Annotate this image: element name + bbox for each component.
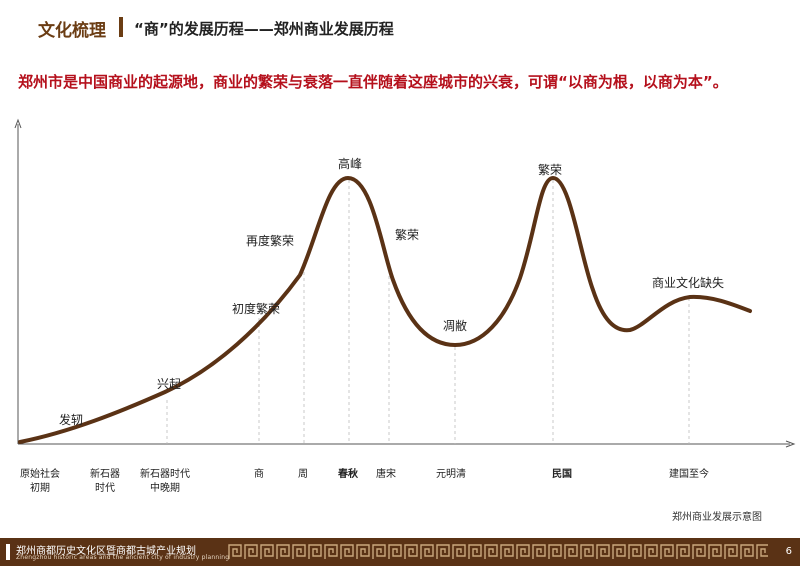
footer-pattern-motif	[724, 544, 738, 559]
period-label-xinshiqi-late: 新石器时代	[140, 467, 190, 480]
headline-statement: 郑州市是中国商业的起源地，商业的繁荣与衰落一直伴随着这座城市的兴衰，可谓“以商为…	[18, 73, 728, 91]
development-curve	[18, 175, 752, 444]
footer-pattern-motif	[628, 544, 642, 559]
stage-label-fanrong1: 繁荣	[538, 162, 562, 177]
footer-pattern-motif	[516, 544, 530, 559]
period-label-xinshiqi-line2: 时代	[95, 482, 115, 494]
diagram-caption: 郑州商业发展示意图	[672, 512, 762, 523]
footer-pattern-motif	[372, 544, 386, 559]
footer-pattern-motif	[388, 544, 402, 559]
footer-pattern-motif	[228, 544, 242, 559]
period-label-xinshiqi: 新石器	[90, 467, 120, 480]
footer-pattern-motif	[612, 544, 626, 559]
footer-pattern-motif	[500, 544, 514, 559]
footer-pattern-motif	[532, 544, 546, 559]
footer-pattern-motif	[708, 544, 722, 559]
section-title: 文化梳理	[38, 21, 106, 41]
period-label-yuanmingqing: 元明清	[436, 467, 466, 480]
footer-pattern-motif	[324, 544, 338, 559]
stage-label-zaidu: 再度繁荣	[246, 233, 294, 248]
period-label-zhou: 周	[298, 468, 308, 480]
footer-pattern-motif	[740, 544, 754, 559]
stage-label-queshi: 商业文化缺失	[652, 275, 724, 290]
period-label-xinshiqi-late-line2: 中晚期	[150, 481, 180, 494]
footer-pattern-motif	[676, 544, 690, 559]
footer-pattern-motif	[292, 544, 306, 559]
stage-label-chudu: 初度繁荣	[232, 301, 280, 316]
stage-label-gaofeng: 高峰	[338, 156, 362, 171]
period-label-yuanshi-line2: 初期	[30, 481, 50, 494]
footer-pattern	[228, 544, 768, 559]
period-label-shang: 商	[254, 467, 264, 480]
stage-label-diaobi: 凋敝	[443, 318, 467, 333]
footer-pattern-motif	[276, 544, 290, 559]
period-label-chunqiu: 春秋	[338, 467, 359, 480]
footer-pattern-motif	[644, 544, 658, 559]
footer-pattern-motif	[340, 544, 354, 559]
title-divider	[119, 17, 123, 37]
x-axis-arrow	[785, 440, 796, 448]
page-subtitle: “商”的发展历程——郑州商业发展历程	[134, 20, 394, 38]
footer-pattern-motif	[580, 544, 594, 559]
footer-pattern-motif	[356, 544, 370, 559]
footer-pattern-motif	[548, 544, 562, 559]
footer-pattern-motif	[308, 544, 322, 559]
footer-pattern-motif	[756, 544, 768, 559]
period-label-tangsong: 唐宋	[376, 467, 396, 480]
period-label-yuanshi: 原始社会	[20, 467, 60, 480]
footer-pattern-motif	[244, 544, 258, 559]
footer-title: 郑州商都历史文化区暨商都古城产业规划	[16, 546, 196, 557]
stage-label-xingqi: 兴起	[157, 377, 181, 391]
footer-pattern-motif	[420, 544, 434, 559]
y-axis-arrow	[14, 118, 22, 129]
footer-pattern-motif	[260, 544, 274, 559]
footer-subtitle: Zhengzhou historic areas and the ancient…	[16, 554, 230, 561]
footer-pattern-motif	[436, 544, 450, 559]
stage-label-fanrong2: 繁荣	[395, 227, 419, 242]
period-label-jianguo: 建国至今	[669, 467, 709, 480]
footer-mark	[6, 544, 10, 560]
footer-pattern-motif	[452, 544, 466, 559]
footer-pattern-motif	[692, 544, 706, 559]
footer-pattern-motif	[404, 544, 418, 559]
footer-pattern-motif	[596, 544, 610, 559]
footer-pattern-motif	[484, 544, 498, 559]
stage-label-faren: 发轫	[59, 412, 83, 427]
footer-bar: 郑州商都历史文化区暨商都古城产业规划 Zhengzhou historic ar…	[0, 538, 800, 566]
footer-pattern-motif	[468, 544, 482, 559]
footer-pattern-motif	[564, 544, 578, 559]
footer-pattern-motif	[660, 544, 674, 559]
period-label-minguo: 民国	[552, 468, 572, 480]
page-number: 6	[785, 546, 792, 557]
